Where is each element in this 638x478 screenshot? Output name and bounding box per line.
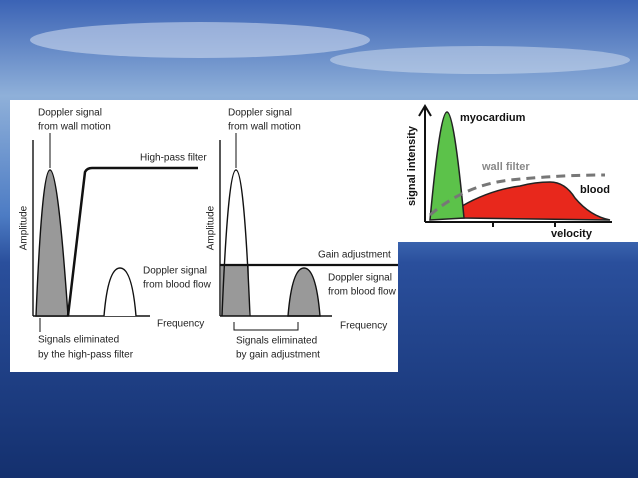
left-panel xyxy=(10,100,398,372)
label: from wall motion xyxy=(228,122,301,133)
label: Signals eliminated xyxy=(236,336,317,347)
axes xyxy=(418,104,612,227)
label: by the high-pass filter xyxy=(38,350,134,361)
label: from blood flow xyxy=(143,280,212,291)
label: blood xyxy=(580,184,610,196)
label: Gain adjustment xyxy=(318,250,391,261)
cloud xyxy=(330,46,630,74)
blood-curve xyxy=(461,181,611,221)
blood-hump xyxy=(103,267,137,317)
label: by gain adjustment xyxy=(236,350,320,361)
axis-label: Frequency xyxy=(340,321,387,332)
label: Signals eliminated xyxy=(38,335,119,346)
label: Doppler signal xyxy=(38,108,102,119)
label: Doppler signal xyxy=(328,273,392,284)
label: from wall motion xyxy=(38,122,111,133)
diagram-1 xyxy=(32,133,198,332)
cloud xyxy=(30,22,370,58)
arrow xyxy=(418,104,432,117)
diagram-2 xyxy=(219,133,398,331)
axis-label: signal intensity xyxy=(406,125,418,206)
axis-label: Frequency xyxy=(157,319,204,330)
wall-filter-line xyxy=(429,173,606,217)
label: High-pass filter xyxy=(140,153,207,164)
wall-peak xyxy=(221,169,251,317)
axis-label: velocity xyxy=(551,228,593,240)
label: myocardium xyxy=(460,112,526,124)
label: Doppler signal xyxy=(228,108,292,119)
myocardium-curve xyxy=(429,111,465,221)
eliminated-area xyxy=(221,265,249,316)
blood-hump xyxy=(287,267,321,317)
label: Doppler signal xyxy=(143,266,207,277)
label: from blood flow xyxy=(328,287,397,298)
axis-label: Amplitude xyxy=(206,205,217,250)
wall-peak xyxy=(35,169,69,317)
axis-label: Amplitude xyxy=(19,205,30,250)
bracket xyxy=(233,322,299,331)
label: wall filter xyxy=(481,161,530,173)
filter-line xyxy=(66,166,198,317)
